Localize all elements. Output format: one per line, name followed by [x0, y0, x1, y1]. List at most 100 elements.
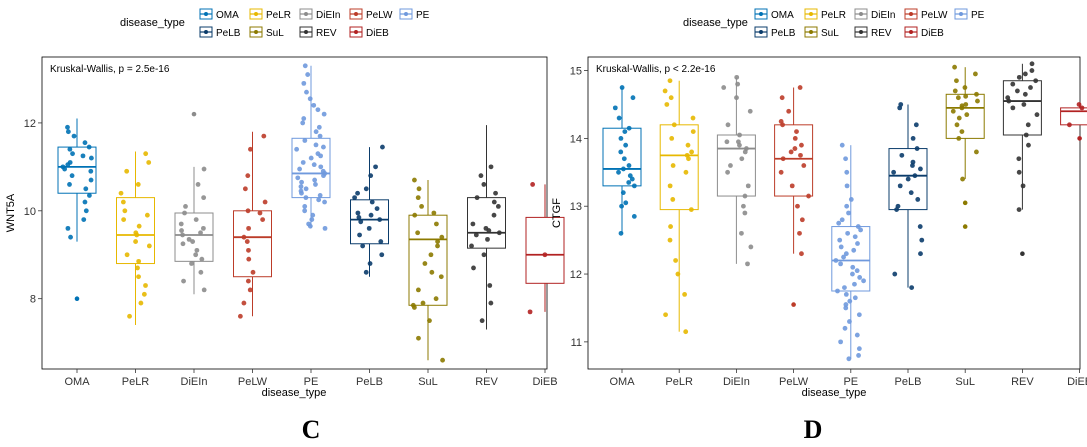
x-tick-label: DiEIn — [181, 376, 208, 388]
data-point — [856, 312, 862, 318]
data-point — [683, 169, 689, 175]
data-point — [135, 265, 140, 271]
data-point — [855, 241, 860, 246]
data-point — [799, 217, 805, 223]
data-point — [307, 223, 313, 229]
data-point — [379, 252, 385, 258]
data-point — [322, 199, 327, 205]
outlier-point — [791, 302, 796, 307]
data-point — [975, 98, 980, 104]
data-point — [317, 193, 323, 198]
legend-key-point — [759, 12, 763, 16]
data-point — [960, 176, 965, 182]
data-point — [201, 287, 207, 293]
data-point — [1016, 207, 1022, 213]
data-point — [135, 182, 141, 187]
data-point — [181, 278, 186, 284]
x-tick-label: DiEIn — [723, 376, 750, 388]
data-point — [141, 291, 147, 297]
data-point — [318, 153, 324, 159]
data-point — [847, 298, 853, 304]
data-point — [367, 261, 373, 266]
data-point — [618, 149, 624, 155]
legend-label: DiEB — [921, 28, 944, 39]
data-point — [415, 195, 421, 201]
legend-key-point — [959, 12, 963, 16]
data-point — [527, 309, 533, 315]
legend-label: DiEIn — [316, 10, 340, 21]
data-point — [434, 221, 439, 227]
data-point — [844, 169, 850, 175]
data-point — [671, 122, 677, 128]
data-point — [910, 135, 916, 141]
x-tick-label: DiEB — [532, 376, 557, 388]
data-point — [488, 300, 494, 306]
data-point — [626, 163, 632, 168]
data-point — [798, 152, 803, 158]
data-point — [956, 135, 962, 141]
data-point — [1010, 105, 1016, 111]
data-point — [303, 195, 309, 201]
data-point — [496, 230, 502, 236]
legend-c: disease_type OMA PeLR DiEIn PeLW PE PeLB SuL RE… — [120, 8, 430, 39]
data-point — [81, 217, 87, 222]
data-point — [792, 135, 798, 141]
data-point — [852, 234, 858, 240]
data-point — [664, 102, 670, 107]
data-point — [688, 207, 694, 213]
data-point — [974, 149, 979, 155]
data-point — [670, 197, 676, 202]
outlier-point — [74, 296, 80, 301]
data-point — [321, 173, 326, 179]
data-point — [67, 182, 72, 187]
data-point — [850, 271, 855, 277]
data-point — [892, 271, 898, 277]
data-point — [193, 252, 199, 258]
data-point — [956, 115, 962, 121]
outlier-point — [962, 200, 968, 206]
box-body — [716, 134, 756, 197]
data-point — [795, 203, 800, 209]
y-tick-label: 14 — [570, 133, 582, 145]
data-point — [662, 88, 668, 94]
data-point — [962, 85, 968, 90]
data-point — [838, 261, 843, 267]
data-point — [62, 166, 68, 172]
data-point — [789, 183, 795, 189]
data-point — [201, 195, 207, 201]
data-point — [669, 135, 675, 141]
data-point — [728, 163, 733, 168]
data-point — [952, 64, 957, 70]
data-point — [422, 261, 428, 266]
data-point — [302, 138, 308, 143]
data-point — [310, 212, 316, 218]
data-point — [245, 278, 251, 284]
data-point — [839, 142, 845, 148]
data-point — [619, 203, 624, 209]
data-point — [378, 239, 384, 244]
data-point — [313, 129, 319, 135]
data-point — [416, 335, 421, 341]
data-point — [846, 210, 851, 216]
data-point — [431, 210, 437, 216]
data-point — [307, 96, 313, 102]
box-body — [350, 199, 389, 245]
data-point — [1020, 183, 1026, 189]
data-point — [914, 146, 920, 151]
data-point — [780, 156, 786, 162]
data-point — [623, 200, 629, 206]
data-point — [246, 247, 251, 253]
plot-frame — [41, 56, 548, 370]
data-point — [897, 183, 903, 189]
legend-label: SuL — [266, 28, 284, 39]
data-point — [245, 208, 251, 214]
data-point — [301, 116, 307, 121]
data-point — [794, 129, 799, 135]
data-point — [910, 163, 915, 168]
data-point — [124, 252, 130, 258]
box-body — [525, 216, 565, 284]
data-point — [315, 107, 321, 113]
data-point — [836, 220, 842, 226]
data-point — [144, 212, 150, 218]
